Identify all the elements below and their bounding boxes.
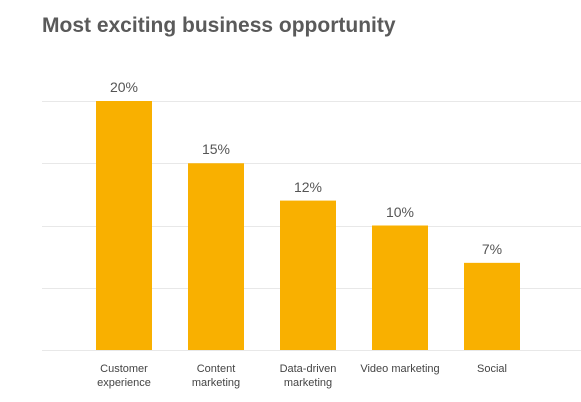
x-tick-label: Video marketing — [360, 363, 440, 375]
value-label: 15% — [201, 141, 231, 158]
x-tick-label: Customer experience — [97, 363, 151, 389]
bar — [280, 200, 336, 350]
value-label: 10% — [385, 203, 415, 220]
value-label: 7% — [481, 240, 503, 257]
x-tick-label: Data-driven marketing — [279, 363, 337, 389]
bar — [96, 101, 152, 350]
bar — [464, 262, 520, 350]
value-label: 12% — [293, 178, 323, 195]
x-tick-label: Content marketing — [191, 363, 241, 389]
bar — [372, 225, 428, 350]
value-label: 20% — [109, 79, 139, 95]
chart-title: Most exciting business opportunity — [42, 14, 396, 37]
bar — [188, 163, 244, 350]
x-tick-label: Social — [477, 363, 507, 375]
